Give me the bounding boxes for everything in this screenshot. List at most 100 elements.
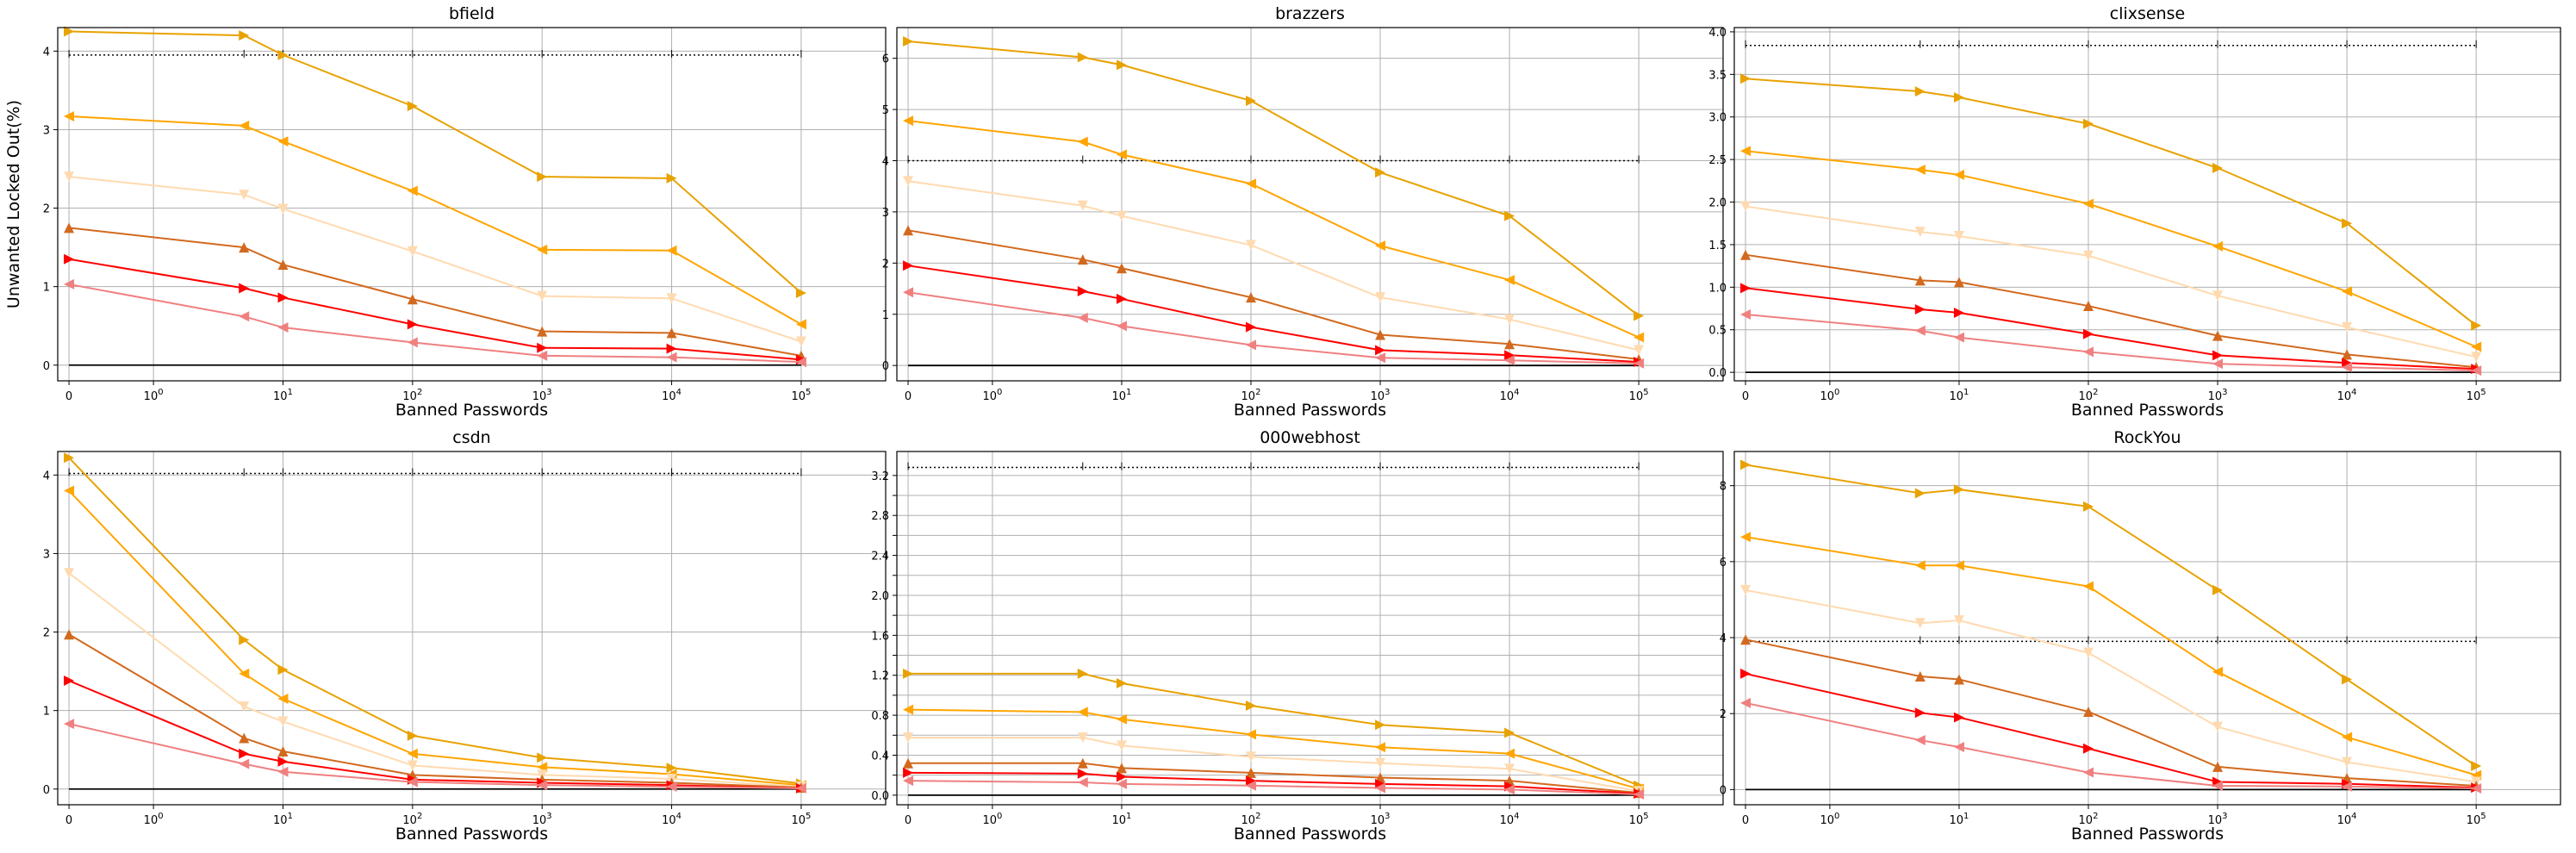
data-point [795,336,806,347]
data-point [64,485,75,496]
data-point [239,732,250,744]
data-point [1077,136,1088,147]
data-point [2471,352,2482,363]
y-tick-label: 0.8 [871,710,889,723]
y-tick-label: 2 [43,627,50,640]
data-point [666,327,677,339]
data-point [903,704,914,715]
data-point [1246,178,1256,190]
data-point [1953,674,1964,685]
x-tick-label: 100 [1820,388,1839,403]
data-point [2083,767,2094,778]
data-point [2342,286,2353,297]
data-point [407,730,418,741]
data-point [277,203,289,215]
data-point [1246,775,1256,787]
data-point [1953,484,1964,495]
data-point [1077,668,1088,679]
series-line-4 [1745,672,2477,789]
data-point [1953,169,1964,180]
data-point [666,352,677,363]
series-line-0 [68,457,802,785]
data-point [537,171,548,183]
data-point [64,452,75,464]
x-tick-label: 104 [662,388,681,403]
series-line-4 [68,680,801,789]
series-line-1 [1745,150,2477,348]
x-tick-label: 101 [273,388,293,403]
data-point [1740,697,1752,708]
data-point [1077,732,1088,744]
x-tick-label: 100 [982,388,1002,403]
data-point [277,766,289,777]
data-point [239,758,250,769]
y-tick-label: 3 [43,124,50,137]
data-point [1633,345,1645,356]
series-line-1 [908,708,1640,790]
data-point [1633,332,1645,343]
data-point [2342,349,2353,360]
data-point [1504,748,1515,759]
data-point [2083,118,2094,129]
axes-frame [1733,27,2561,382]
chart-title: 000webhost [1260,428,1360,447]
data-point [277,49,289,60]
data-point [64,676,75,687]
data-point [2471,365,2482,377]
data-point [277,756,289,767]
data-point [903,767,914,778]
x-tick-label: 105 [791,388,811,403]
data-point [1953,741,1964,752]
data-point [407,776,418,788]
x-axis-label: Banned Passwords [395,825,548,844]
data-point [64,278,75,290]
data-point [277,716,289,727]
data-point [2083,743,2094,754]
y-tick-label: 2 [43,203,50,216]
data-point [1375,240,1386,252]
series-line-3 [68,227,802,357]
x-tick-label: 101 [1949,388,1969,403]
data-point [277,694,289,704]
data-point [1504,339,1515,350]
data-point [2083,328,2094,339]
y-tick-label: 4 [43,470,50,483]
x-axis-label: Banned Passwords [1234,401,1386,420]
data-point [1914,488,1926,499]
data-point [2083,647,2094,658]
y-tick-label: 8 [1720,481,1727,494]
data-point [1914,164,1926,175]
data-point [1077,286,1088,297]
data-point [666,293,677,304]
chart-title: csdn [452,428,490,447]
data-point [537,780,548,791]
x-tick-label: 100 [1820,812,1839,827]
data-point [1246,240,1256,251]
y-tick-label: 4 [1720,632,1727,645]
series-line-5 [1745,701,2477,790]
series-line-0 [907,40,1640,317]
data-point [1246,292,1256,303]
data-point [903,225,914,236]
data-point [2471,761,2482,772]
data-point [903,115,914,127]
data-point [407,185,418,196]
axes-frame [896,451,1724,806]
data-point [1375,778,1386,789]
data-point [2212,761,2224,772]
data-point [1116,210,1127,221]
y-tick-label: 5 [882,104,889,117]
data-point [2342,674,2353,685]
chart-panel-csdn: 0 1 2 3 4 0 100 101 102 103 104 105 csdn Banned Passw… [43,428,887,844]
data-point [2212,240,2224,252]
data-point [1116,763,1127,774]
data-point [407,760,418,771]
data-point [1633,358,1645,369]
y-tick-label: 1.6 [871,630,889,643]
data-point [2083,581,2094,592]
data-point [1246,321,1256,333]
data-point [1953,712,1964,723]
data-point [903,757,914,769]
x-tick-label: 102 [1241,388,1261,403]
x-tick-label: 101 [1949,812,1969,827]
